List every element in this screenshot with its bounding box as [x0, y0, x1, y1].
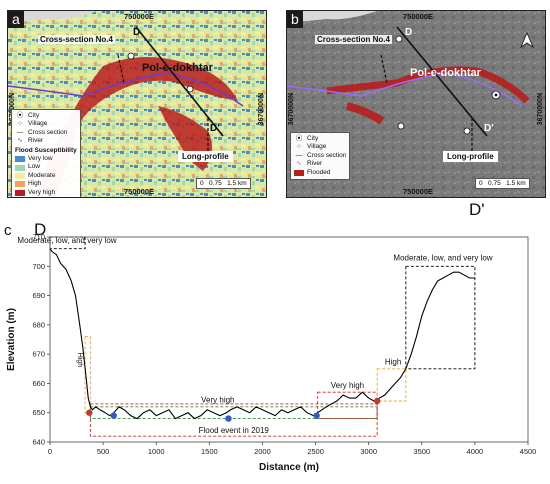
flood-map-panel: b 750000E 750000E 3670000N 3670000N Cros…: [286, 10, 546, 198]
city-icon: ⦿: [295, 135, 303, 142]
coord-top-label: 750000E: [403, 12, 434, 21]
zone-annotation-label: High: [385, 357, 401, 366]
x-tick-label: 500: [97, 447, 110, 456]
cross-section-label: Cross-section No.4: [38, 35, 115, 44]
coord-bottom-label: 750000E: [124, 187, 155, 196]
y-tick-label: 660: [32, 379, 45, 388]
x-tick-label: 1500: [201, 447, 218, 456]
y-tick-label: 640: [32, 438, 45, 447]
y-tick-label: 700: [32, 262, 45, 271]
x-tick-label: 3000: [360, 447, 377, 456]
legend-class-moderate: Moderate: [15, 172, 77, 180]
x-tick-label: 3500: [413, 447, 430, 456]
legend-class-very-high: Very high: [15, 189, 77, 197]
susceptibility-map-panel: a 750000E 750000E 3670000N 3670000N Cros…: [7, 10, 267, 198]
y-tick-label: 710: [32, 233, 45, 242]
coord-left-label: 3670000N: [288, 93, 295, 126]
coord-right-label: 3670000N: [537, 93, 544, 126]
river-icon: ∿: [17, 137, 23, 145]
legend-row-city: ⦿ City: [16, 112, 40, 119]
scale-bar: 0 0.75 1.5 km: [475, 178, 530, 189]
x-tick-label: 4000: [467, 447, 484, 456]
plot-frame: [49, 236, 529, 443]
zone-box-very-high-red: [317, 391, 378, 420]
legend-row-cross-section: — Cross section: [295, 151, 347, 159]
profile-point-marker: [110, 412, 117, 419]
panel-letter-b: b: [287, 11, 303, 28]
city-name-label: Pol-e-dokhtar: [142, 62, 213, 74]
profile-start-label: D: [34, 220, 47, 239]
village-marker: [463, 127, 471, 135]
x-tick-label: 2500: [307, 447, 324, 456]
coord-right-label: 3670000N: [258, 93, 265, 126]
profile-point-marker: [313, 412, 320, 419]
legend-row-flooded: Flooded: [294, 169, 346, 177]
zone-box-flood-event: [89, 403, 378, 437]
elevation-profile-chart: Moderate, low, and very low High Very high…: [6, 233, 537, 474]
city-icon: ⦿: [16, 112, 24, 119]
scale-bar: 0 0.75 1.5 km: [196, 178, 251, 189]
legend-row-city: ⦿ City: [295, 135, 319, 142]
village-marker: [395, 35, 403, 43]
legend-row-river: ∿ River: [294, 160, 346, 168]
x-tick-label: 0: [48, 447, 52, 456]
zone-annotation-label: Moderate, low, and very low: [17, 236, 116, 245]
map-legend: ⦿ City ○ Village — Cross section ∿ River Flo…: [11, 109, 81, 197]
village-icon: ○: [297, 143, 301, 151]
x-tick-label: 2000: [254, 447, 271, 456]
legend-row-cross-section: — Cross section: [16, 128, 68, 136]
y-tick-label: 650: [32, 408, 45, 417]
panel-letter-a: a: [8, 11, 24, 28]
y-tick-label: 670: [32, 350, 45, 359]
legend-class-very-low: Very low: [15, 155, 77, 163]
x-tick-label: 1000: [148, 447, 165, 456]
y-axis-label: Elevation (m): [6, 308, 17, 371]
legend-class-high: High: [15, 180, 77, 188]
profile-point-marker: [373, 397, 381, 405]
village-marker: [127, 52, 135, 60]
village-marker: [397, 122, 405, 130]
zone-box-high-left: [84, 336, 91, 414]
elevation-profile-line: [49, 248, 475, 420]
coord-top-label: 750000E: [124, 12, 155, 21]
profile-point-marker: [225, 415, 232, 422]
endpoint-end-label: D': [210, 123, 220, 134]
cross-section-icon: —: [16, 128, 24, 136]
zone-annotation-label: High: [76, 353, 83, 368]
city-name-label: Pol-e-dokhtar: [410, 67, 481, 79]
north-arrow-icon: [520, 31, 534, 49]
endpoint-end-label: D': [484, 123, 494, 134]
panel-b-endpoint-big: D': [469, 200, 485, 219]
x-axis-label: Distance (m): [259, 462, 319, 473]
river-icon: ∿: [296, 160, 302, 168]
legend-row-village: ○ Village: [294, 143, 346, 151]
legend-row-river: ∿ River: [15, 137, 77, 145]
profile-point-marker: [86, 409, 93, 416]
map-legend: ⦿ City ○ Village — Cross section ∿ River Flo…: [290, 132, 351, 181]
coord-bottom-label: 750000E: [403, 187, 434, 196]
y-tick-label: 690: [32, 291, 45, 300]
panel-letter-c: c: [4, 222, 12, 239]
zone-box-moderate-right: [405, 265, 476, 370]
long-profile-label: Long-profile: [178, 151, 233, 162]
long-profile-label: Long-profile: [443, 151, 498, 162]
village-marker: [186, 85, 194, 93]
zone-annotation-label: Very high: [331, 381, 364, 390]
zone-annotation-label: Moderate, low, and very low: [393, 253, 492, 262]
legend-row-village: ○ Village: [15, 120, 77, 128]
elevation-profile-panel: c D Moderate, low, and very low High Very …: [0, 220, 550, 479]
flooded-swatch: [294, 169, 304, 176]
legend-subtitle: Flood Susceptibility: [15, 146, 77, 154]
y-tick-label: 680: [32, 320, 45, 329]
zone-box-high-right: [376, 368, 407, 402]
cross-section-icon: —: [295, 151, 303, 159]
zone-annotation-label: Flood event in 2019: [199, 426, 270, 435]
zone-annotation-label: Very high: [201, 395, 234, 404]
endpoint-start-label: D: [405, 27, 413, 38]
cross-section-label: Cross-section No.4: [315, 35, 392, 44]
legend-class-low: Low: [15, 163, 77, 171]
endpoint-start-label: D: [133, 27, 141, 38]
village-icon: ○: [18, 120, 22, 128]
x-tick-label: 4500: [520, 447, 537, 456]
